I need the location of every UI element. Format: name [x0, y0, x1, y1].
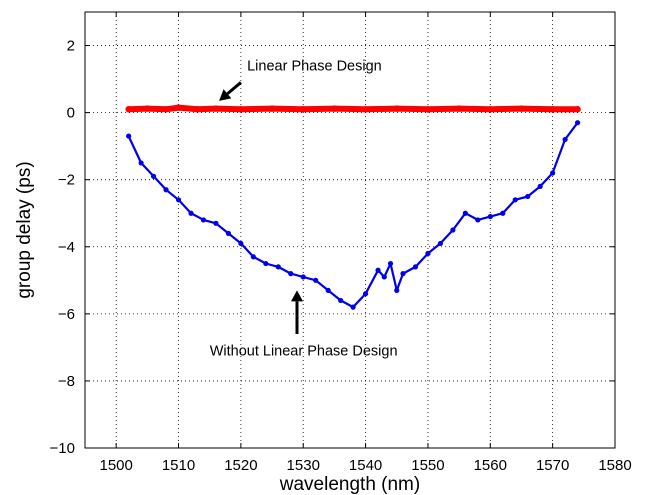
series-point	[150, 173, 157, 179]
x-tick-label: 1500	[99, 457, 132, 474]
series-point	[313, 277, 319, 283]
series-point	[200, 217, 207, 223]
x-tick-label: 1530	[287, 457, 320, 474]
series-point	[194, 106, 201, 113]
annotation-arrow-shaft	[226, 81, 242, 95]
series-point	[188, 210, 194, 216]
y-axis-label: group delay (ps)	[14, 161, 35, 298]
series-point	[393, 105, 400, 112]
annotation-text: Without Linear Phase Design	[210, 344, 398, 360]
y-tick-label: −6	[58, 306, 75, 323]
series-point	[175, 104, 182, 111]
series-point	[338, 297, 344, 304]
series-point	[487, 213, 493, 220]
x-tick-label: 1550	[411, 457, 444, 474]
series-point	[138, 160, 144, 166]
series-point	[381, 274, 387, 280]
series-point	[462, 210, 468, 216]
series-point	[163, 187, 169, 193]
x-axis-label: wavelength (nm)	[279, 474, 420, 495]
series-point	[126, 133, 132, 139]
series-point	[394, 287, 400, 293]
series-point	[375, 267, 381, 273]
series-point	[237, 106, 245, 113]
series-point	[350, 304, 356, 310]
series-point	[425, 250, 431, 257]
annotation-arrowhead	[291, 290, 303, 302]
series-point	[250, 254, 256, 260]
series-point	[325, 287, 331, 293]
series-point	[362, 291, 369, 297]
series-point	[362, 106, 369, 113]
series-point	[213, 220, 219, 226]
x-tick-label: 1560	[474, 457, 507, 474]
series-point	[144, 105, 151, 112]
ticks: 1500 1510 1520 1530 1540 1550 1560 1570 1580 2 0 −2…	[50, 12, 632, 474]
series-point	[387, 260, 394, 267]
series-point	[537, 183, 543, 189]
plot-frame	[84, 11, 616, 449]
series-0	[125, 104, 581, 113]
x-tick-label: 1570	[536, 457, 569, 474]
series-point	[500, 210, 506, 216]
series-point	[525, 193, 531, 200]
series-point	[562, 136, 568, 143]
series-point	[212, 105, 220, 112]
y-tick-label: 0	[67, 105, 75, 122]
series-point	[263, 260, 269, 267]
series-point	[574, 106, 581, 113]
x-tick-label: 1540	[349, 457, 382, 474]
series-point	[238, 240, 244, 247]
x-tick-label: 1520	[224, 457, 257, 474]
series-point	[487, 106, 494, 113]
grid	[85, 12, 615, 448]
annotation-arrowhead	[219, 89, 232, 101]
series-point	[331, 105, 338, 112]
series-layer	[125, 104, 581, 310]
series-point	[400, 271, 406, 277]
series-point	[450, 227, 456, 233]
y-tick-label: 2	[67, 38, 75, 55]
series-point	[475, 217, 481, 223]
series-point	[300, 274, 306, 280]
series-point	[412, 264, 419, 270]
series-point	[175, 197, 182, 203]
annotations: Linear Phase Design Without Linear Phase …	[210, 59, 398, 360]
series-point	[162, 106, 170, 113]
y-tick-label: −8	[58, 373, 75, 390]
series-point	[288, 271, 294, 277]
y-tick-label: −4	[58, 239, 75, 256]
y-tick-label: −2	[58, 172, 75, 189]
series-point	[300, 106, 307, 113]
series-point	[574, 120, 581, 126]
x-tick-label: 1580	[598, 457, 631, 474]
series-point	[455, 105, 463, 112]
series-point	[424, 106, 432, 113]
annotation-text: Linear Phase Design	[247, 59, 382, 75]
series-point	[437, 240, 444, 247]
series-1	[126, 120, 581, 310]
series-point	[275, 264, 281, 270]
series-point	[125, 106, 132, 113]
series-point	[549, 106, 556, 113]
series-point	[518, 105, 525, 112]
series-point	[268, 105, 276, 112]
series-point	[550, 170, 556, 176]
x-tick-label: 1510	[162, 457, 195, 474]
y-tick-label: −10	[50, 440, 75, 457]
series-point	[225, 230, 232, 236]
series-point	[512, 197, 518, 203]
